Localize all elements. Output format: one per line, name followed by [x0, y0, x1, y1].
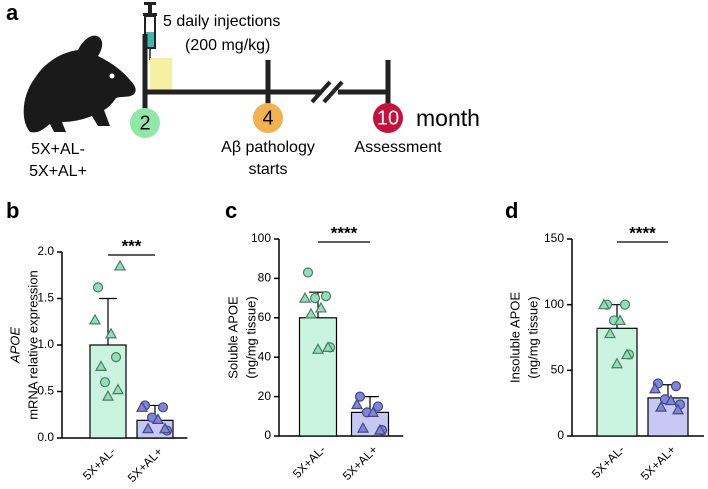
data-point [320, 291, 332, 302]
y-axis-label: mRNA relative expression [25, 270, 40, 420]
y-tick-label: 50 [551, 363, 565, 377]
injection-label: 5 daily injections [163, 13, 280, 30]
data-point [366, 406, 380, 417]
data-point [298, 291, 312, 303]
data-point [610, 357, 624, 369]
y-tick-label: 2.0 [37, 244, 54, 258]
data-point [304, 307, 318, 319]
panel-label: b [6, 198, 19, 223]
y-tick-label: 80 [258, 271, 272, 285]
timepoint: 2 [139, 112, 150, 134]
y-tick-label: 0.5 [37, 384, 54, 398]
data-point [648, 382, 662, 394]
data-point [314, 301, 328, 313]
data-point [104, 327, 118, 339]
x-tick-label: 5X+AL+ [340, 442, 381, 483]
y-tick-label: 0 [264, 428, 271, 442]
significance-label: **** [629, 223, 656, 242]
y-axis-label: APOE [7, 327, 22, 364]
data-point [110, 351, 122, 363]
data-point [157, 402, 169, 413]
event-label: starts [248, 161, 287, 178]
y-tick-label: 0 [557, 428, 564, 442]
mouse-icon [23, 35, 136, 133]
data-point [671, 403, 685, 415]
data-point [302, 267, 314, 278]
data-point [373, 423, 387, 435]
x-tick-label: 5X+AL+ [638, 442, 679, 483]
y-tick-label: 0.0 [37, 430, 54, 444]
data-point [311, 343, 325, 354]
timepoint: 10 [377, 107, 399, 129]
data-point [613, 314, 627, 326]
data-point [350, 398, 364, 410]
data-point [597, 298, 611, 310]
panel-label: c [225, 198, 237, 223]
y-tick-label: 100 [544, 297, 564, 311]
data-point [321, 341, 335, 352]
data-point [88, 313, 102, 325]
x-tick-label: 5X+AL- [290, 442, 328, 480]
group-label: 5X+AL- [31, 141, 85, 158]
data-point [94, 360, 108, 371]
data-point [111, 383, 125, 395]
y-axis-label: (ng/mg tissue) [525, 296, 540, 378]
data-point [151, 413, 165, 424]
y-tick-label: 60 [258, 310, 272, 324]
data-point [99, 377, 111, 388]
timeline [130, 34, 403, 138]
y-tick-label: 20 [258, 389, 272, 403]
x-tick-label: 5X+AL+ [125, 444, 166, 485]
y-tick-label: 100 [251, 231, 271, 245]
x-tick-label: 5X+AL- [589, 442, 627, 480]
panel-label: d [505, 198, 518, 223]
data-point [654, 400, 668, 412]
y-tick-label: 40 [258, 349, 272, 363]
injection-window [150, 58, 172, 92]
y-tick-label: 1.5 [37, 291, 54, 305]
data-point [158, 422, 172, 434]
data-point [356, 421, 370, 433]
y-axis-label: Soluble APOE [225, 296, 240, 379]
data-point [135, 401, 149, 412]
injection-label: (200 mg/kg) [185, 37, 270, 54]
data-point [372, 401, 384, 412]
time-unit: month [416, 105, 480, 131]
data-point [670, 380, 682, 392]
data-point [101, 389, 115, 401]
timepoint: 4 [262, 107, 273, 129]
data-point [619, 299, 631, 310]
event-label: Assessment [354, 139, 442, 156]
data-point [620, 348, 634, 360]
bar [298, 317, 338, 437]
y-axis-label: Insoluble APOE [507, 292, 522, 383]
y-tick-label: 150 [544, 231, 564, 245]
data-point [664, 394, 678, 406]
event-label: Aβ pathology [221, 139, 315, 156]
data-point [309, 293, 321, 304]
y-tick-label: 1.0 [37, 337, 54, 351]
significance-label: *** [122, 236, 142, 255]
data-point [113, 259, 127, 271]
y-axis-label: (ng/mg tissue) [243, 296, 258, 378]
group-label: 5X+AL+ [29, 163, 87, 180]
syringe-icon [143, 2, 157, 60]
significance-label: **** [331, 223, 358, 242]
data-point [141, 422, 155, 434]
bar [596, 327, 638, 437]
panel-label: a [6, 0, 19, 25]
data-point [354, 391, 366, 402]
x-tick-label: 5X+AL- [80, 444, 118, 482]
data-point [603, 327, 617, 339]
data-point [92, 282, 104, 293]
